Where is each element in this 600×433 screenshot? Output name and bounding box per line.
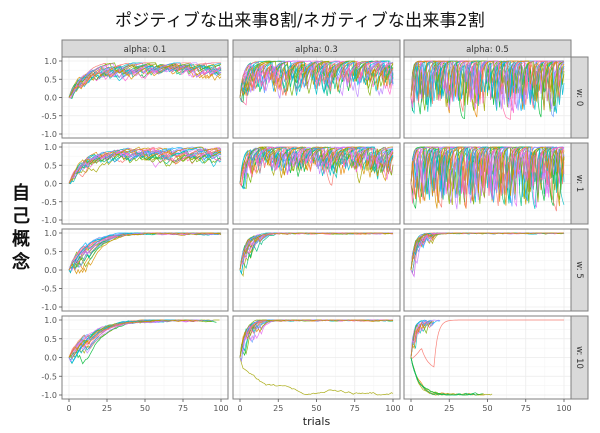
series-line [68,65,222,99]
x-tick-label: 100 [556,404,571,413]
series-line [239,60,394,98]
y-tick-label: 1.0 [44,143,57,152]
x-tick-label: 100 [213,404,228,413]
x-tick-label: 75 [178,404,188,413]
x-tick-label: 25 [102,404,112,413]
y-tick-label: 0.5 [44,335,57,344]
y-tick-label: -0.5 [41,112,57,121]
facet-panel [403,142,572,225]
y-tick-label: -1.0 [41,303,57,312]
series-line [239,60,394,98]
y-tick-label: 0.5 [44,248,57,257]
y-tick-label: 0.5 [44,75,57,84]
series-line [68,147,222,185]
x-axis-label: trials [302,415,331,428]
series-line [68,65,222,99]
y-tick-label: 0.0 [44,94,57,103]
series-line [239,319,394,358]
series-line [68,152,222,184]
facet-panel [61,228,229,312]
facet-panel [61,56,229,139]
y-axis-label: 自己概念 [12,183,30,273]
facet-panel [232,228,401,312]
facet-panel [232,56,401,139]
x-tick-label: 75 [521,404,531,413]
series-line [410,320,433,358]
series-line [68,64,222,98]
series-line [239,146,394,184]
x-tick-label: 50 [140,404,150,413]
series-line [410,146,565,204]
x-tick-label: 75 [350,404,360,413]
facet-col-label: alpha: 0.3 [295,45,338,55]
series-line [239,60,394,98]
x-tick-label: 0 [408,404,413,413]
facet-panel [403,315,572,400]
series-line [410,146,565,204]
x-tick-label: 0 [66,404,71,413]
x-tick-label: 25 [444,404,454,413]
series-line [68,147,222,184]
series-line [239,61,394,99]
x-tick-label: 50 [482,404,492,413]
facet-col-label: alpha: 0.1 [124,45,167,55]
y-tick-label: 1.0 [44,57,57,66]
series-line [410,146,565,209]
facet-panel [61,142,229,225]
series-line [239,146,394,187]
series-line [410,357,483,396]
series-line [410,232,564,271]
y-tick-label: -1.0 [41,130,57,139]
x-tick-label: 0 [237,404,242,413]
series-line [410,60,565,111]
y-tick-label: 1.0 [44,316,57,325]
y-tick-label: -0.5 [41,285,57,294]
y-tick-label: -1.0 [41,391,57,400]
series-line [68,147,222,184]
series-line [68,232,222,275]
facet-row-label: w: 5 [574,261,584,278]
y-tick-label: -1.0 [41,216,57,225]
facet-panel [232,315,401,400]
facet-panel [403,228,572,312]
y-tick-label: -0.5 [41,372,57,381]
facet-row-label: w: 1 [574,175,584,192]
x-tick-label: 100 [385,404,400,413]
series-line [410,357,477,396]
series-line [239,232,394,271]
series-line [410,60,565,110]
series-line [68,146,222,184]
x-tick-label: 50 [311,404,321,413]
y-tick-label: 0.5 [44,161,57,170]
series-line [410,146,565,212]
y-tick-label: 0.0 [44,354,57,363]
series-line [239,357,394,396]
y-tick-label: -0.5 [41,198,57,207]
facet-panel [61,315,229,400]
x-tick-label: 25 [273,404,283,413]
facet-col-label: alpha: 0.5 [466,45,509,55]
series-line [239,146,394,184]
series-line [239,146,394,184]
series-line [410,321,433,358]
series-line [68,319,199,358]
y-tick-label: 1.0 [44,229,57,238]
chart-title: ポジティブな出来事8割/ネガティブな出来事2割 [115,11,485,31]
series-line [239,61,394,106]
series-line [239,61,394,98]
series-line [410,323,428,358]
series-line [410,319,564,368]
y-tick-label: 0.0 [44,180,57,189]
facet-row-label: w: 10 [574,346,584,369]
y-tick-label: 0.0 [44,266,57,275]
series-line [410,146,565,209]
facet-panel [403,56,572,139]
facet-panel [232,142,401,225]
facet-row-label: w: 0 [574,89,584,106]
